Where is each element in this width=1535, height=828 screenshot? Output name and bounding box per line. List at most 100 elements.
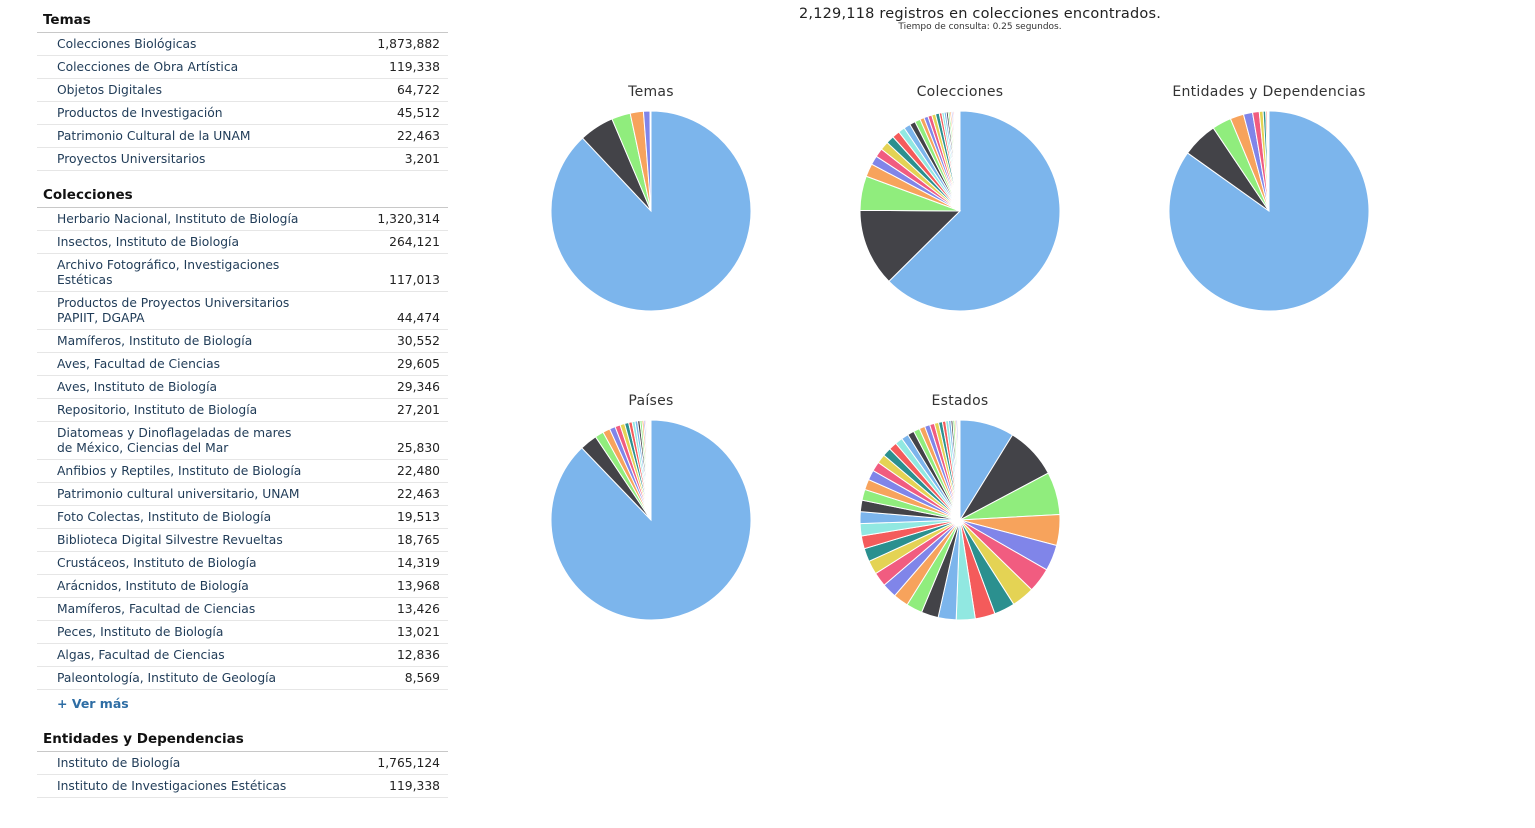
facet-item-count: 1,765,124 bbox=[377, 756, 440, 770]
facet-item-label: Mamíferos, Instituto de Biología bbox=[57, 334, 253, 348]
facet-item-label: Instituto de Biología bbox=[57, 756, 181, 770]
facet-item-count: 30,552 bbox=[396, 334, 440, 348]
ver-mas-link[interactable]: + Ver más bbox=[57, 696, 129, 711]
records-found-text: 2,129,118 registros en colecciones encon… bbox=[798, 6, 1162, 22]
facet-item-label: Anfibios y Reptiles, Instituto de Biolog… bbox=[57, 464, 302, 478]
facet-item[interactable]: Diatomeas y Dinoflageladas de mares de M… bbox=[37, 422, 448, 460]
chart-title-temas: Temas bbox=[628, 84, 674, 100]
facet-item[interactable]: Repositorio, Instituto de Biología 27,201 bbox=[37, 399, 448, 422]
facet-item[interactable]: Colecciones de Obra Artística 119,338 bbox=[37, 56, 448, 79]
facet-item-count: 64,722 bbox=[396, 83, 440, 97]
facet-item-label: Aves, Facultad de Ciencias bbox=[57, 357, 221, 371]
facet-item[interactable]: Biblioteca Digital Silvestre Revueltas 18… bbox=[37, 529, 448, 552]
facet-item-count: 22,463 bbox=[396, 129, 440, 143]
facet-item-count: 119,338 bbox=[389, 60, 440, 74]
facet-item-label: Instituto de Investigaciones Estéticas bbox=[57, 779, 287, 793]
facet-item-label: Aves, Instituto de Biología bbox=[57, 380, 218, 394]
pie-chart-entidades: Entidades y Dependencias bbox=[1149, 84, 1389, 316]
facet-item[interactable]: Patrimonio cultural universitario, UNAM 2… bbox=[37, 483, 448, 506]
facet-item-label: Patrimonio Cultural de la UNAM bbox=[57, 129, 251, 143]
facet-item[interactable]: Archivo Fotográfico, Investigaciones Est… bbox=[37, 254, 448, 292]
facet-item-count: 45,512 bbox=[396, 106, 440, 120]
facet-item-count: 27,201 bbox=[396, 403, 440, 417]
results-summary: 2,129,118 registros en colecciones encon… bbox=[730, 6, 1230, 32]
facet-item-label: Foto Colectas, Instituto de Biología bbox=[57, 510, 272, 524]
facet-item-count: 119,338 bbox=[389, 779, 440, 793]
facet-item[interactable]: Instituto de Investigaciones Estéticas 11… bbox=[37, 775, 448, 798]
facet-item-label: Objetos Digitales bbox=[57, 83, 162, 97]
facet-item[interactable]: Insectos, Instituto de Biología 264,121 bbox=[37, 231, 448, 254]
facet-item-label: Algas, Facultad de Ciencias bbox=[57, 648, 225, 662]
facet-item-label: Productos de Investigación bbox=[57, 106, 223, 120]
facet-item-count: 14,319 bbox=[396, 556, 440, 570]
pie-chart-temas: Temas bbox=[531, 84, 771, 316]
facet-title-colecciones: Colecciones bbox=[37, 185, 448, 208]
pie-colecciones-svg bbox=[859, 110, 1061, 312]
facet-item-count: 29,346 bbox=[396, 380, 440, 394]
facet-item[interactable]: Patrimonio Cultural de la UNAM 22,463 bbox=[37, 125, 448, 148]
facet-item[interactable]: Anfibios y Reptiles, Instituto de Biolog… bbox=[37, 460, 448, 483]
facet-item[interactable]: Arácnidos, Instituto de Biología 13,968 bbox=[37, 575, 448, 598]
chart-title-estados: Estados bbox=[931, 393, 989, 409]
facet-item-count: 1,873,882 bbox=[377, 37, 440, 51]
pie-slice[interactable] bbox=[859, 209, 962, 283]
facet-item-label: Diatomeas y Dinoflageladas de mares de M… bbox=[57, 426, 292, 455]
facet-item-label: Colecciones Biológicas bbox=[57, 37, 197, 51]
facet-item[interactable]: Productos de Proyectos Universitarios PA… bbox=[37, 292, 448, 330]
pie-chart-estados: Estados bbox=[840, 393, 1080, 625]
facet-list-temas: Colecciones Biológicas 1,873,882 Coleccion… bbox=[37, 33, 448, 171]
facet-item-count: 18,765 bbox=[396, 533, 440, 547]
facet-section-colecciones: Colecciones Herbario Nacional, Instituto… bbox=[37, 185, 448, 715]
pie-estados-svg bbox=[859, 419, 1061, 621]
facet-item-count: 264,121 bbox=[389, 235, 440, 249]
chart-title-colecciones: Colecciones bbox=[916, 84, 1004, 100]
facet-item-count: 29,605 bbox=[396, 357, 440, 371]
facet-list-colecciones: Herbario Nacional, Instituto de Biología… bbox=[37, 208, 448, 690]
pie-slice[interactable] bbox=[550, 110, 752, 312]
facet-item[interactable]: Aves, Instituto de Biología 29,346 bbox=[37, 376, 448, 399]
facet-item-count: 13,021 bbox=[396, 625, 440, 639]
facet-item[interactable]: Peces, Instituto de Biología 13,021 bbox=[37, 621, 448, 644]
facet-item[interactable]: Mamíferos, Instituto de Biología 30,552 bbox=[37, 330, 448, 353]
pie-slice[interactable] bbox=[649, 110, 652, 212]
facet-item[interactable]: Instituto de Biología 1,765,124 bbox=[37, 752, 448, 775]
facet-item-count: 22,480 bbox=[396, 464, 440, 478]
facet-section-temas: Temas Colecciones Biológicas 1,873,882 Col… bbox=[37, 10, 448, 171]
facet-item-count: 13,426 bbox=[396, 602, 440, 616]
facet-item[interactable]: Mamíferos, Facultad de Ciencias 13,426 bbox=[37, 598, 448, 621]
facet-item-count: 44,474 bbox=[396, 311, 440, 325]
facet-item[interactable]: Herbario Nacional, Instituto de Biología… bbox=[37, 208, 448, 231]
facet-item-count: 1,320,314 bbox=[377, 212, 440, 226]
facet-item-label: Proyectos Universitarios bbox=[57, 152, 206, 166]
facet-item[interactable]: Objetos Digitales 64,722 bbox=[37, 79, 448, 102]
facet-item-label: Insectos, Instituto de Biología bbox=[57, 235, 240, 249]
pie-chart-paises: Países bbox=[531, 393, 771, 625]
facet-title-temas: Temas bbox=[37, 10, 448, 33]
facet-item-label: Paleontología, Instituto de Geología bbox=[57, 671, 277, 685]
facet-item[interactable]: Paleontología, Instituto de Geología 8,56… bbox=[37, 667, 448, 690]
facet-item[interactable]: Aves, Facultad de Ciencias 29,605 bbox=[37, 353, 448, 376]
facet-item-label: Peces, Instituto de Biología bbox=[57, 625, 224, 639]
facet-item-count: 117,013 bbox=[389, 273, 440, 287]
facet-sidebar: Temas Colecciones Biológicas 1,873,882 Col… bbox=[37, 10, 448, 812]
facet-item-count: 19,513 bbox=[396, 510, 440, 524]
facet-item[interactable]: Proyectos Universitarios 3,201 bbox=[37, 148, 448, 171]
facet-list-entidades: Instituto de Biología 1,765,124 Instituto … bbox=[37, 752, 448, 798]
pie-slice[interactable] bbox=[888, 110, 1061, 312]
facet-item[interactable]: Foto Colectas, Instituto de Biología 19,5… bbox=[37, 506, 448, 529]
facet-item[interactable]: Algas, Facultad de Ciencias 12,836 bbox=[37, 644, 448, 667]
facet-item-label: Archivo Fotográfico, Investigaciones Est… bbox=[57, 258, 280, 287]
facet-item-label: Colecciones de Obra Artística bbox=[57, 60, 239, 74]
facet-item-label: Biblioteca Digital Silvestre Revueltas bbox=[57, 533, 283, 547]
pie-temas-svg bbox=[550, 110, 752, 312]
facet-item[interactable]: Crustáceos, Instituto de Biología 14,319 bbox=[37, 552, 448, 575]
facet-item-count: 25,830 bbox=[396, 441, 440, 455]
facet-item-label: Patrimonio cultural universitario, UNAM bbox=[57, 487, 300, 501]
facet-item[interactable]: Colecciones Biológicas 1,873,882 bbox=[37, 33, 448, 56]
facet-item-count: 8,569 bbox=[404, 671, 440, 685]
facet-item-label: Crustáceos, Instituto de Biología bbox=[57, 556, 257, 570]
pie-paises-svg bbox=[550, 419, 752, 621]
facet-item-count: 3,201 bbox=[404, 152, 440, 166]
facet-item[interactable]: Productos de Investigación 45,512 bbox=[37, 102, 448, 125]
chart-title-paises: Países bbox=[628, 393, 674, 409]
